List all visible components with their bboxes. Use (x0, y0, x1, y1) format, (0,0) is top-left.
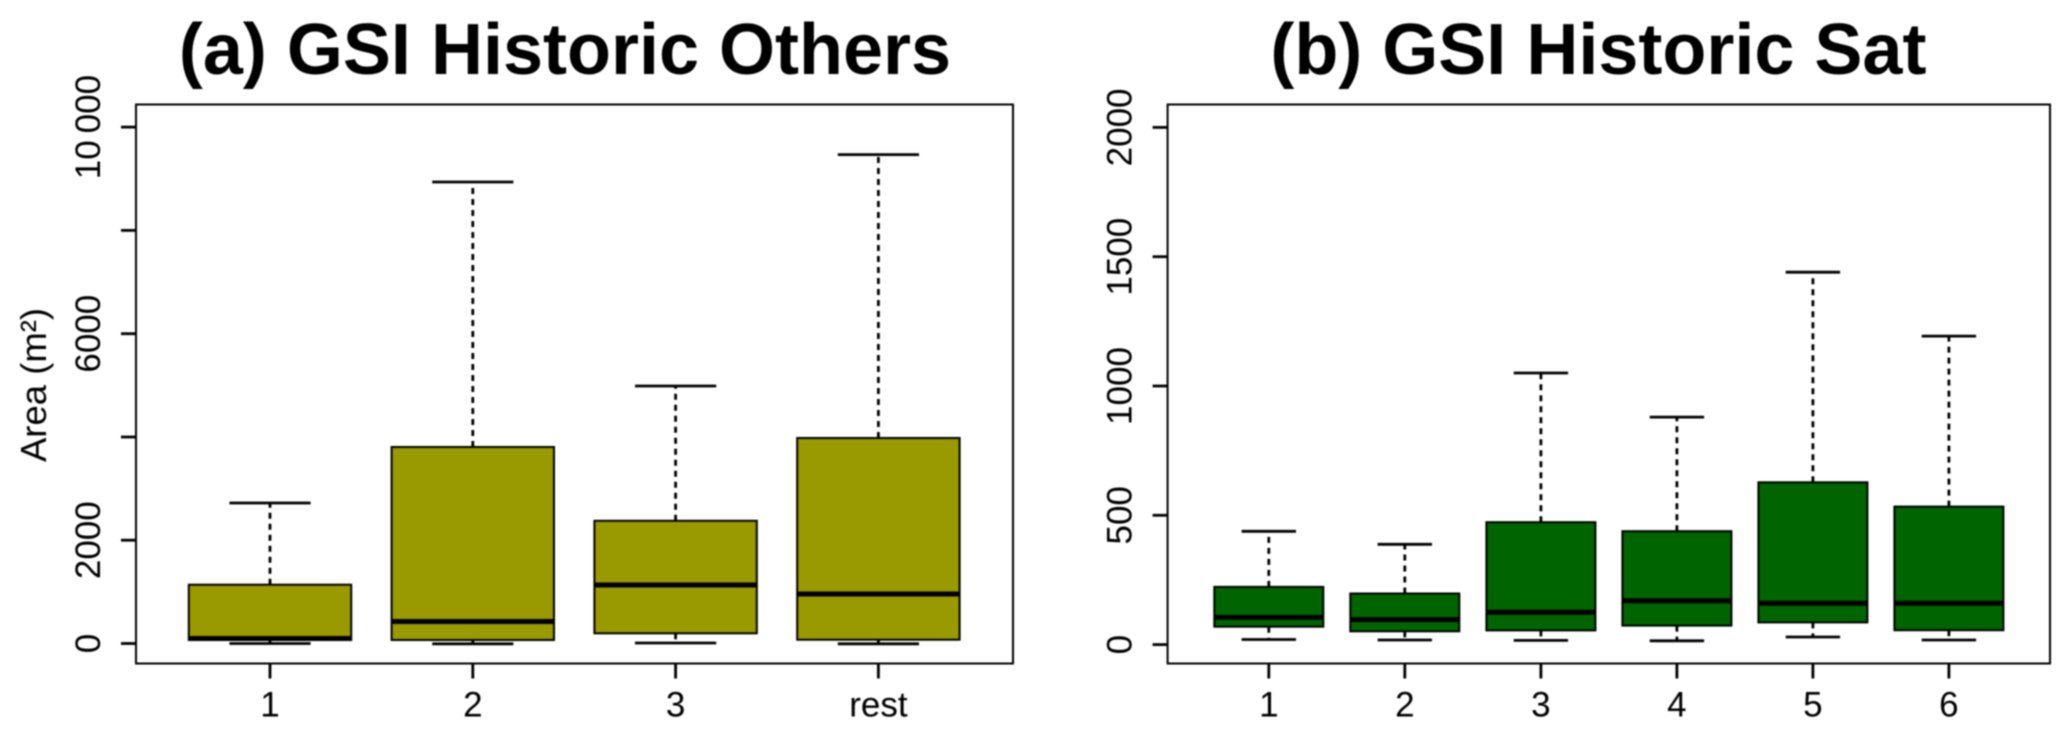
svg-text:2000: 2000 (69, 501, 108, 579)
svg-text:6000: 6000 (69, 295, 108, 373)
svg-text:(a) GSI Historic Others: (a) GSI Historic Others (179, 10, 951, 90)
svg-text:3: 3 (666, 686, 685, 725)
svg-text:(b) GSI Historic Sat: (b) GSI Historic Sat (1270, 10, 1926, 90)
svg-text:rest: rest (849, 686, 908, 725)
svg-text:5: 5 (1803, 686, 1822, 725)
svg-text:500: 500 (1101, 486, 1140, 544)
svg-text:6: 6 (1939, 686, 1958, 725)
svg-text:2: 2 (1395, 686, 1414, 725)
svg-text:4: 4 (1667, 686, 1686, 725)
svg-text:0: 0 (69, 634, 108, 653)
svg-text:2: 2 (463, 686, 482, 725)
svg-text:10 000: 10 000 (69, 75, 108, 179)
svg-text:2000: 2000 (1101, 88, 1140, 166)
svg-text:Area (m²): Area (m²) (13, 308, 54, 462)
svg-text:1500: 1500 (1101, 218, 1140, 296)
svg-text:0: 0 (1101, 635, 1140, 654)
svg-text:1: 1 (1259, 686, 1278, 725)
svg-text:1: 1 (260, 686, 279, 725)
svg-text:1000: 1000 (1101, 347, 1140, 425)
svg-text:3: 3 (1531, 686, 1550, 725)
